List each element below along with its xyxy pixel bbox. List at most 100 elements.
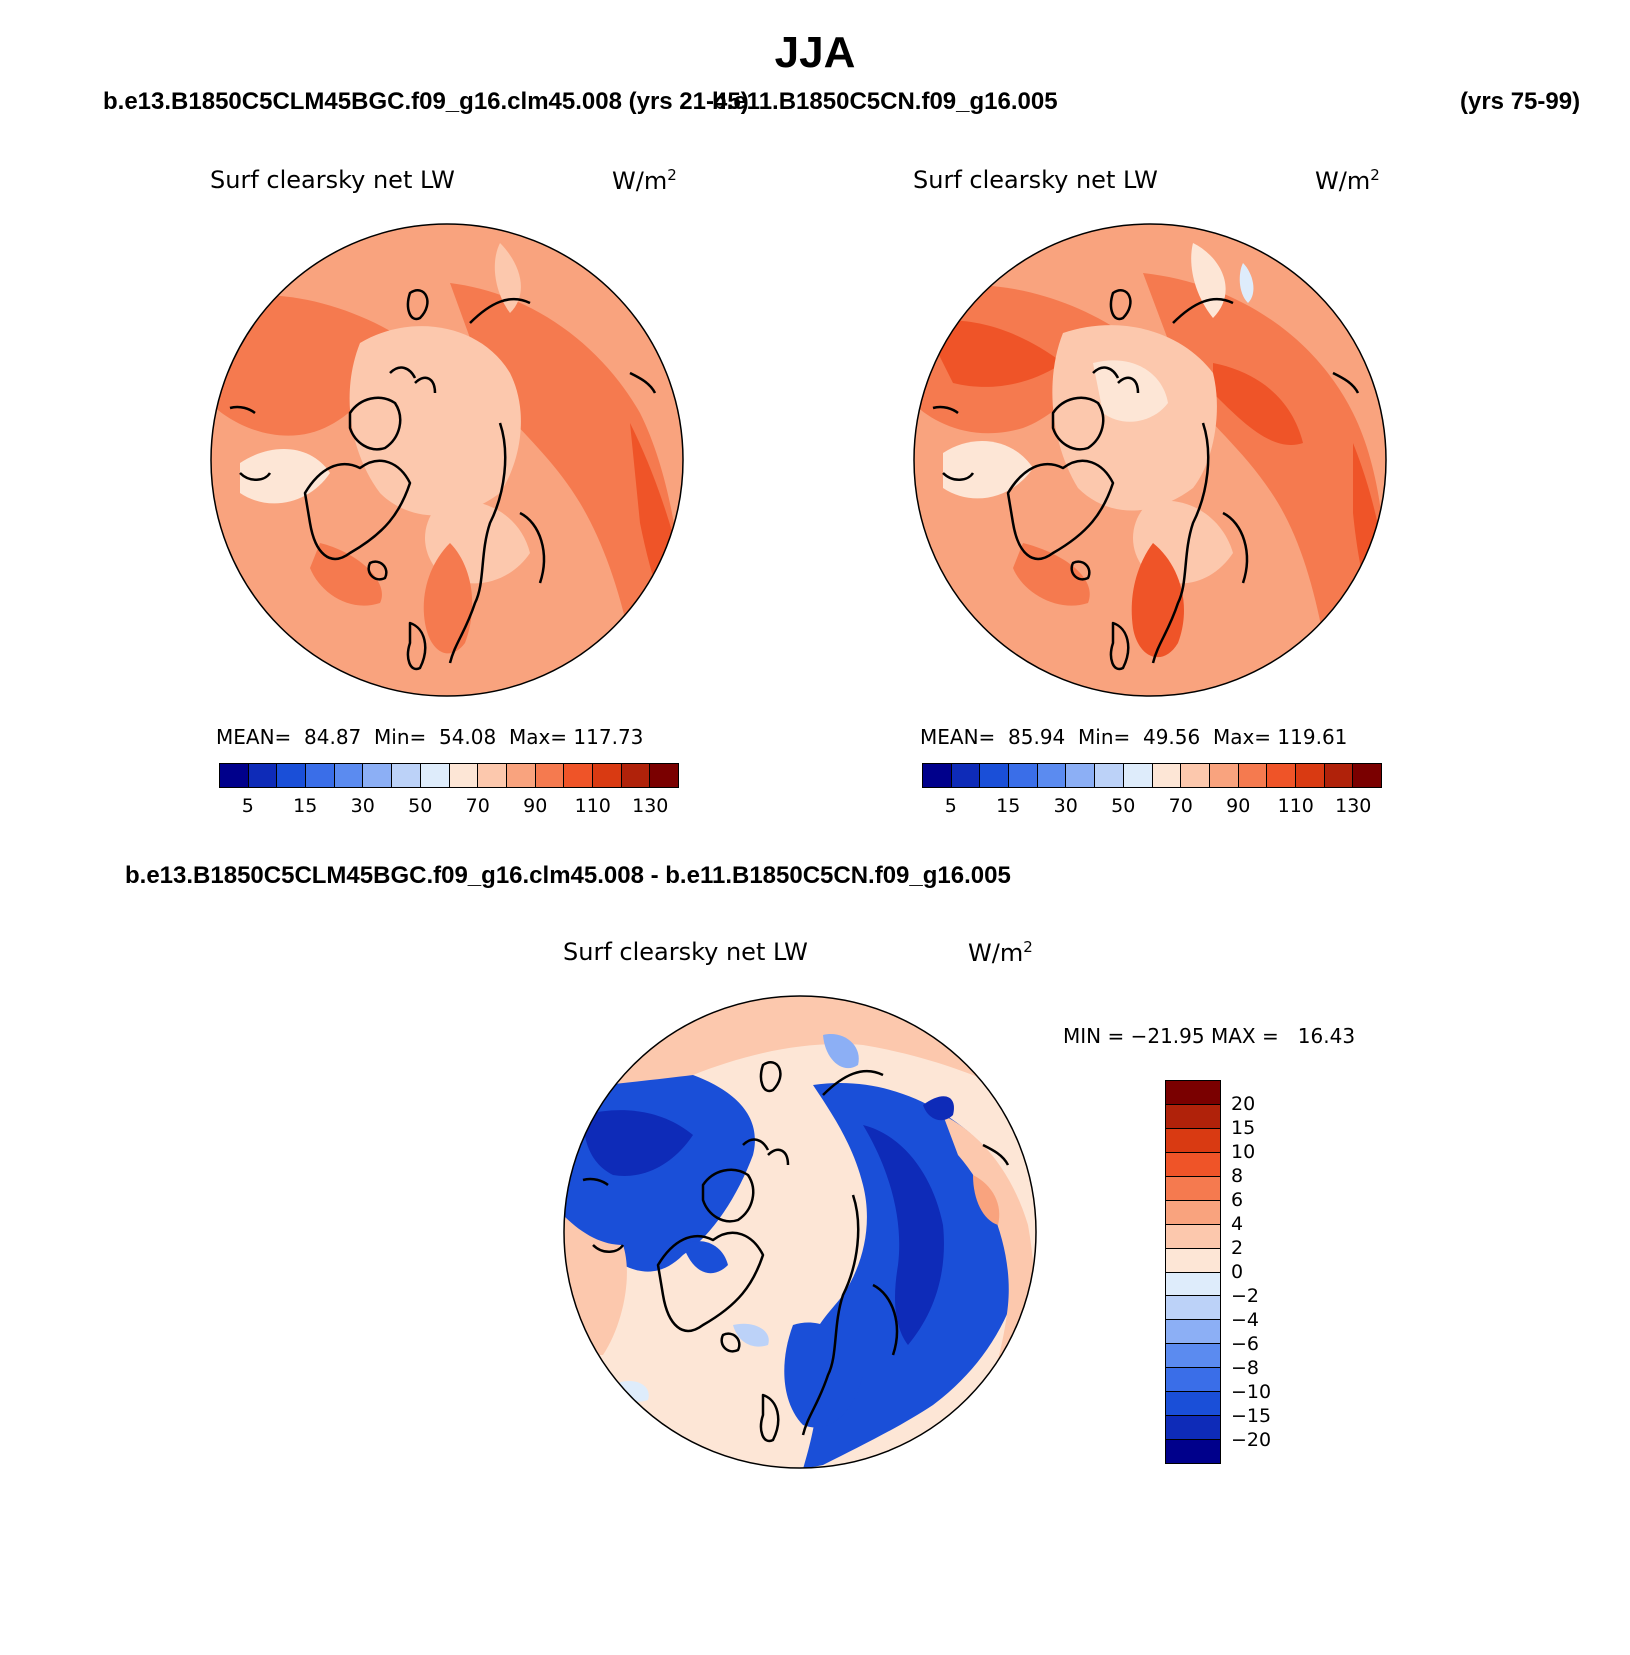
colorbar-swatch xyxy=(650,764,678,787)
colorbar-swatch xyxy=(449,764,479,787)
colorbar-tick-label: 130 xyxy=(632,795,669,817)
colorbar-swatch xyxy=(220,764,249,787)
colorbar-swatch xyxy=(564,764,593,787)
colorbar-swatch xyxy=(277,764,307,787)
colorbar-swatch xyxy=(980,764,1010,787)
colorbar-swatch xyxy=(1166,1128,1220,1153)
colorbar-tick-label: −20 xyxy=(1231,1429,1272,1451)
colorbar-swatch xyxy=(1166,1368,1220,1393)
panel1-polar-map xyxy=(210,223,684,697)
colorbar-tick-label: −15 xyxy=(1231,1405,1272,1427)
diff-variable-label: Surf clearsky net LW xyxy=(563,938,808,966)
colorbar-swatch xyxy=(1152,764,1182,787)
colorbar-tick-label: 0 xyxy=(1231,1261,1244,1283)
colorbar-tick-label: −6 xyxy=(1231,1333,1260,1355)
colorbar-swatch xyxy=(1295,764,1325,787)
panel2-colorbar xyxy=(922,763,1382,788)
left-case-title: b.e13.B1850C5CLM45BGC.f09_g16.clm45.008 … xyxy=(103,88,749,115)
colorbar-swatch xyxy=(392,764,421,787)
colorbar-swatch xyxy=(506,764,536,787)
colorbar-tick-label: 30 xyxy=(350,795,375,817)
colorbar-swatch xyxy=(1166,1152,1220,1177)
colorbar-swatch xyxy=(306,764,335,787)
colorbar-tick-label: 15 xyxy=(1231,1117,1256,1139)
figure-title: JJA xyxy=(774,28,856,77)
colorbar-tick-label: 15 xyxy=(996,795,1021,817)
colorbar-tick-label: 130 xyxy=(1335,795,1372,817)
colorbar-swatch xyxy=(1209,764,1239,787)
difference-case-title: b.e13.B1850C5CLM45BGC.f09_g16.clm45.008 … xyxy=(125,862,1011,889)
colorbar-swatch xyxy=(1166,1320,1220,1345)
colorbar-swatch xyxy=(478,764,507,787)
colorbar-swatch xyxy=(1238,764,1268,787)
panel1-variable-label: Surf clearsky net LW xyxy=(210,166,455,194)
colorbar-swatch xyxy=(951,764,981,787)
colorbar-tick-label: 5 xyxy=(944,795,957,817)
colorbar-swatch xyxy=(1166,1248,1220,1273)
colorbar-swatch xyxy=(1166,1104,1220,1129)
colorbar-swatch xyxy=(1166,1200,1220,1225)
colorbar-swatch xyxy=(1166,1392,1220,1417)
difference-colorbar xyxy=(1165,1080,1221,1464)
colorbar-tick-label: 50 xyxy=(1111,795,1136,817)
colorbar-tick-label: 4 xyxy=(1231,1213,1244,1235)
colorbar-swatch xyxy=(1166,1440,1220,1463)
colorbar-tick-label: 15 xyxy=(293,795,318,817)
colorbar-tick-label: 70 xyxy=(465,795,490,817)
colorbar-swatch xyxy=(1009,764,1038,787)
colorbar-swatch xyxy=(1166,1296,1220,1321)
right-case-title: b.e11.B1850C5CN.f09_g16.005 xyxy=(712,88,1058,115)
colorbar-swatch xyxy=(1166,1176,1220,1201)
colorbar-tick-label: 50 xyxy=(408,795,433,817)
difference-polar-map xyxy=(563,995,1037,1469)
colorbar-tick-label: −8 xyxy=(1231,1357,1260,1379)
panel2-polar-map xyxy=(913,223,1387,697)
panel2-variable-label: Surf clearsky net LW xyxy=(913,166,1158,194)
colorbar-tick-label: 110 xyxy=(1277,795,1314,817)
colorbar-tick-label: −2 xyxy=(1231,1285,1260,1307)
diff-units-label: W/m2 xyxy=(968,938,1033,967)
colorbar-tick-label: 90 xyxy=(1226,795,1251,817)
colorbar-tick-label: 10 xyxy=(1231,1141,1256,1163)
panel2-stats: MEAN= 85.94 Min= 49.56 Max= 119.61 xyxy=(920,725,1348,749)
colorbar-swatch xyxy=(334,764,364,787)
colorbar-tick-label: 8 xyxy=(1231,1165,1244,1187)
colorbar-tick-label: 6 xyxy=(1231,1189,1244,1211)
colorbar-tick-label: 5 xyxy=(241,795,254,817)
panel2-colorbar-ticks: 5 15 30 50 70 90 110 130 xyxy=(922,795,1382,819)
colorbar-swatch xyxy=(621,764,651,787)
panel1-colorbar-ticks: 5 15 30 50 70 90 110 130 xyxy=(219,795,679,819)
colorbar-swatch xyxy=(420,764,450,787)
colorbar-swatch xyxy=(535,764,565,787)
colorbar-swatch xyxy=(1166,1224,1220,1249)
colorbar-swatch xyxy=(1166,1081,1220,1105)
colorbar-swatch xyxy=(1353,764,1381,787)
diff-minmax: MIN = −21.95 MAX = 16.43 xyxy=(1063,1024,1356,1048)
panel2-units-label: W/m2 xyxy=(1315,166,1380,195)
colorbar-swatch xyxy=(1166,1272,1220,1297)
colorbar-swatch xyxy=(1324,764,1354,787)
colorbar-swatch xyxy=(1037,764,1067,787)
colorbar-swatch xyxy=(1166,1344,1220,1369)
colorbar-tick-label: 90 xyxy=(523,795,548,817)
difference-colorbar-ticks: 20 15 10 8 6 4 2 0 −2 −4 −6 −8 −10 −15 −20 xyxy=(1231,1080,1311,1464)
colorbar-tick-label: 20 xyxy=(1231,1093,1256,1115)
panel1-units-label: W/m2 xyxy=(612,166,677,195)
right-case-years: (yrs 75-99) xyxy=(1460,88,1581,115)
colorbar-tick-label: 30 xyxy=(1053,795,1078,817)
colorbar-tick-label: −4 xyxy=(1231,1309,1260,1331)
colorbar-tick-label: 2 xyxy=(1231,1237,1244,1259)
panel1-stats: MEAN= 84.87 Min= 54.08 Max= 117.73 xyxy=(216,725,644,749)
colorbar-swatch xyxy=(1267,764,1296,787)
colorbar-swatch xyxy=(1066,764,1096,787)
colorbar-swatch xyxy=(1123,764,1153,787)
colorbar-tick-label: 70 xyxy=(1168,795,1193,817)
colorbar-tick-label: 110 xyxy=(574,795,611,817)
colorbar-swatch xyxy=(1095,764,1124,787)
colorbar-swatch xyxy=(1181,764,1210,787)
colorbar-swatch xyxy=(923,764,952,787)
colorbar-swatch xyxy=(592,764,622,787)
panel1-colorbar xyxy=(219,763,679,788)
colorbar-swatch xyxy=(1166,1416,1220,1441)
colorbar-swatch xyxy=(248,764,278,787)
